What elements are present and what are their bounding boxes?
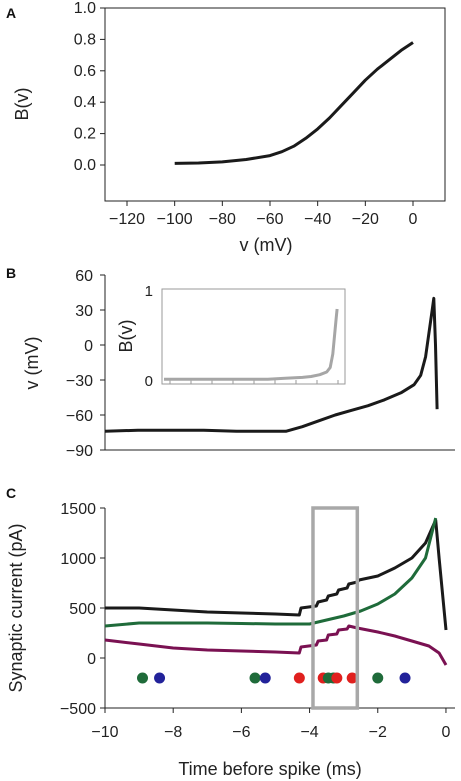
- inset-ytick-label: 1: [145, 283, 153, 300]
- panel-c-event-dot: [346, 672, 358, 684]
- panel-c-event-dot: [293, 672, 305, 684]
- panel-a-xtick-label: −120: [109, 211, 145, 228]
- panel-a-ytick-label: 0.8: [74, 31, 96, 48]
- panel-a-xtick-label: −60: [256, 211, 283, 228]
- panel-c-event-dot: [372, 672, 384, 684]
- panel-c-xtick-label: −4: [300, 724, 318, 741]
- panel-a-xlabel: v (mV): [240, 235, 293, 255]
- panel-c-xlabel: Time before spike (ms): [178, 759, 361, 779]
- panel-b-ylabel: v (mV): [22, 337, 42, 390]
- panel-c-ytick-label: 500: [69, 601, 96, 618]
- panel-a-xtick-label: −20: [352, 211, 379, 228]
- panel-c-xtick-label: −10: [91, 724, 118, 741]
- panel-b-ytick-label: −90: [66, 443, 93, 460]
- panel-letter-a: A: [6, 5, 16, 21]
- panel-a-ylabel: B(v): [12, 88, 32, 121]
- panel-b-ytick-label: 60: [75, 268, 93, 285]
- panel-a-ytick-label: 0.6: [74, 63, 96, 80]
- inset-series-line: [164, 308, 339, 381]
- panel-c-ytick-label: −500: [60, 701, 96, 718]
- panel-a-ytick-label: 0.0: [74, 157, 96, 174]
- inset-ylabel: B(v): [116, 320, 136, 353]
- panel-b-chart: 60 30 0 −30 −60 −90 v (mV) 1 0 B(v): [22, 268, 455, 460]
- panel-c-xtick-label: −2: [369, 724, 387, 741]
- inset-ytick-label: 0: [145, 373, 153, 390]
- panel-c-series-line-2: [104, 517, 438, 628]
- panel-c-event-dot: [399, 672, 411, 684]
- panel-a-ytick-label: 0.4: [74, 94, 96, 111]
- panel-letter-c: C: [6, 485, 16, 501]
- panel-b-ytick-label: −60: [66, 408, 93, 425]
- panel-a-xtick-label: −80: [209, 211, 236, 228]
- panel-c-highlight-box: [311, 506, 360, 710]
- panel-c-series-line-1: [105, 518, 448, 631]
- panel-a-xtick-label: −40: [304, 211, 331, 228]
- panel-a-series-line: [174, 41, 414, 165]
- panel-c-event-dot: [259, 672, 271, 684]
- panel-c-event-dot: [137, 672, 149, 684]
- panel-c-ylabel: Synaptic current (pA): [6, 523, 26, 692]
- panel-a-ytick-label: 1.0: [74, 0, 96, 17]
- panel-a-xtick-label: 0: [409, 211, 418, 228]
- panel-a-frame: [104, 7, 446, 202]
- panel-c-event-dot: [331, 672, 343, 684]
- panel-a-chart: 0.0 0.2 0.4 0.6 0.8 1.0 −120 −100 −80 −60 −40 −20 0…: [12, 0, 446, 255]
- panel-letter-b: B: [6, 265, 16, 281]
- panel-c-ytick-label: 1500: [60, 501, 96, 518]
- panel-b-ytick-label: 30: [75, 303, 93, 320]
- panel-c-xtick-label: −6: [232, 724, 250, 741]
- panel-c-xtick-label: −8: [164, 724, 182, 741]
- panel-b-inset: 1 0 B(v): [116, 283, 346, 390]
- panel-b-ytick-label: −30: [66, 373, 93, 390]
- panel-a-ytick-label: 0.2: [74, 126, 96, 143]
- panel-c-series-line-3: [104, 624, 448, 666]
- panel-a-xtick-label: −100: [157, 211, 193, 228]
- panel-c-xtick-label: 0: [441, 724, 450, 741]
- panel-c-ytick-label: 1000: [60, 551, 96, 568]
- panel-b-series-line: [104, 296, 439, 433]
- panel-c-event-dot: [249, 672, 261, 684]
- panel-b-ytick-label: 0: [84, 338, 93, 355]
- inset-frame: [161, 288, 346, 385]
- panel-c-event-dot: [154, 672, 166, 684]
- panel-c-chart: 1500 1000 500 0 −500 −10 −8 −6 −4 −2 0 Time befor…: [6, 501, 455, 779]
- panel-c-ytick-label: 0: [87, 651, 96, 668]
